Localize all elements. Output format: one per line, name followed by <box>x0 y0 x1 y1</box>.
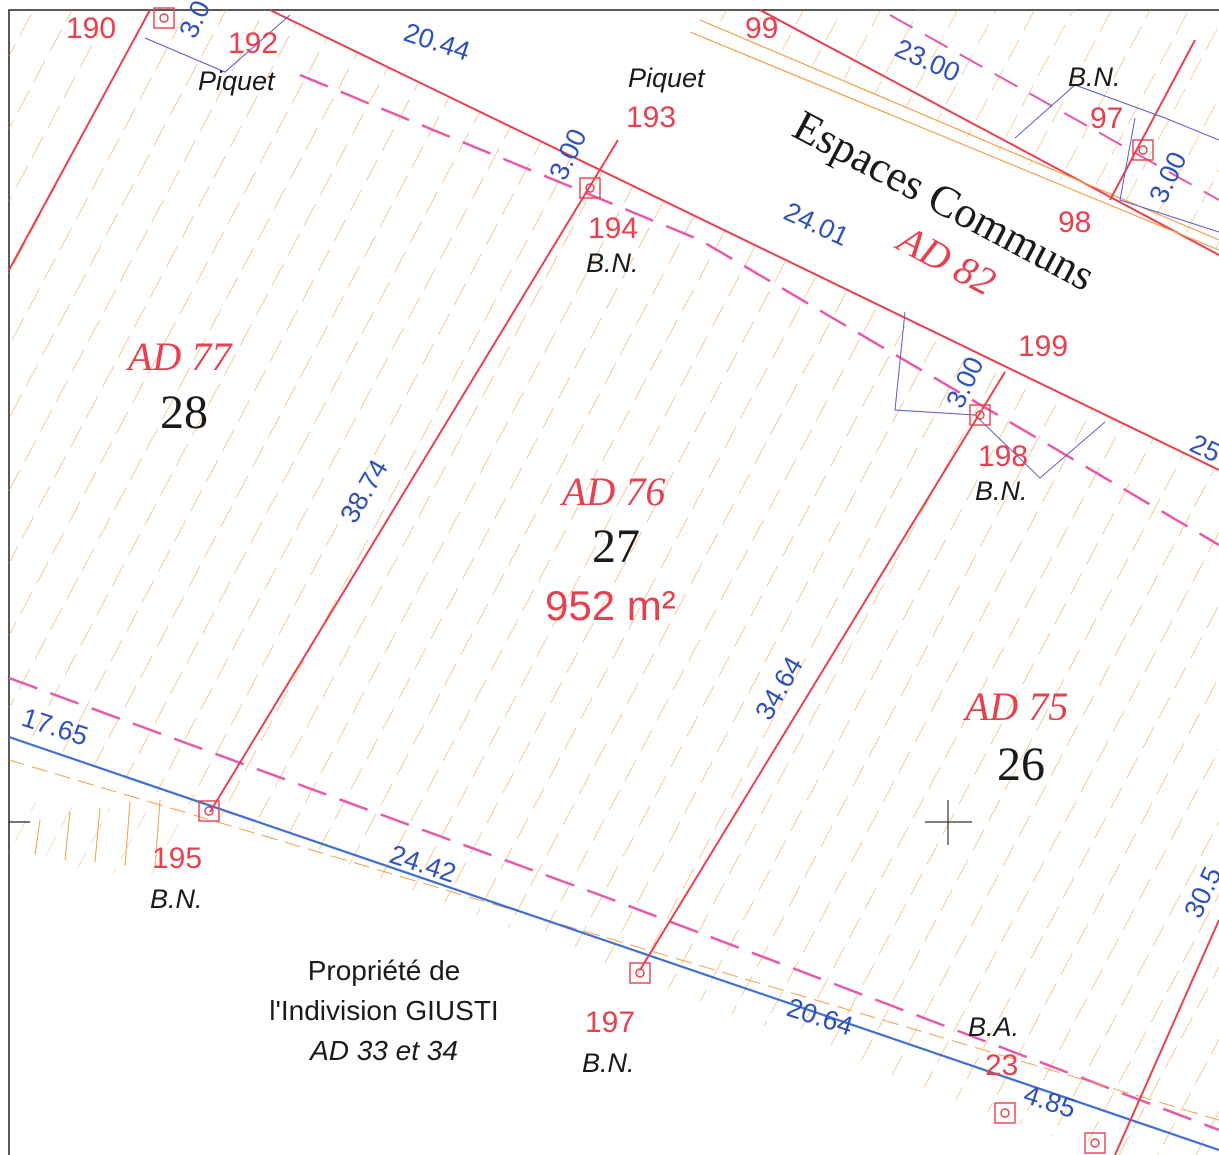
point-195: 195 <box>152 842 202 875</box>
neighbour-line-2: l'Indivision GIUSTI <box>269 995 498 1026</box>
point-192: 192 <box>228 27 278 60</box>
point-99: 99 <box>745 12 778 45</box>
point-199: 199 <box>1018 330 1068 363</box>
parcel-number-ad76: 27 <box>592 520 640 573</box>
neighbour-line-3: AD 33 et 34 <box>308 1035 458 1066</box>
parcel-number-ad75: 26 <box>997 738 1045 791</box>
piquet-label-192: Piquet <box>198 66 276 96</box>
parcel-name-ad77: AD 77 <box>125 334 233 379</box>
point-193: 193 <box>626 101 676 134</box>
point-23: 23 <box>985 1049 1018 1082</box>
bn-label-198: B.N. <box>975 476 1028 506</box>
parcel-name-ad75: AD 75 <box>962 684 1068 729</box>
piquet-label-193: Piquet <box>628 63 706 93</box>
point-197: 197 <box>585 1006 635 1039</box>
point-190: 190 <box>66 12 116 45</box>
bn-label-195: B.N. <box>150 884 203 914</box>
parcel-area-ad76: 952 m² <box>545 582 676 629</box>
bn-label-97: B.N. <box>1068 62 1121 92</box>
parcel-name-ad76: AD 76 <box>559 469 665 514</box>
bn-label-197: B.N. <box>582 1048 635 1078</box>
neighbour-line-1: Propriété de <box>308 955 461 986</box>
ba-label-23: B.A. <box>968 1012 1019 1042</box>
parcel-number-ad77: 28 <box>160 386 208 439</box>
bn-label-194: B.N. <box>586 248 639 278</box>
point-97: 97 <box>1090 102 1123 135</box>
point-198: 198 <box>978 440 1028 473</box>
point-194: 194 <box>588 212 638 245</box>
point-98: 98 <box>1058 206 1091 239</box>
